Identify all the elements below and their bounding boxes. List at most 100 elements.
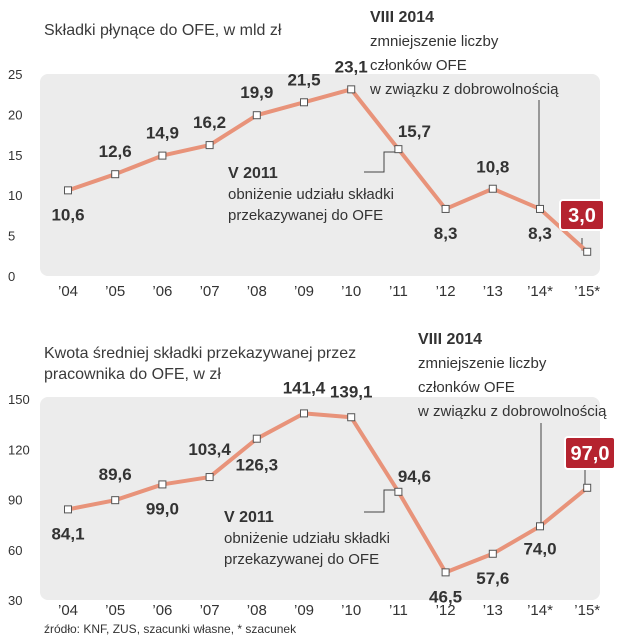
x-tick-label: ’07	[200, 602, 220, 619]
x-tick-label: ’11	[389, 602, 408, 619]
x-tick-label: ’05	[105, 283, 125, 300]
x-tick-label: ’13	[483, 283, 503, 300]
data-label: 15,7	[398, 122, 431, 141]
annotation-leader-line	[364, 151, 398, 173]
annotation-text: w związku z dobrowolnością	[369, 81, 559, 98]
x-tick-label: ’09	[294, 602, 314, 619]
y-tick-label: 25	[8, 67, 22, 82]
data-point-marker	[441, 568, 450, 577]
data-point-marker	[583, 247, 592, 256]
annotation-text: obniżenie udziału składki	[228, 186, 394, 203]
data-point-marker	[158, 480, 167, 489]
data-label: 99,0	[146, 499, 179, 518]
annotation-title: VIII 2014	[370, 9, 434, 26]
annotation-text: obniżenie udziału składki	[224, 530, 390, 547]
x-tick-label: ’06	[152, 283, 172, 300]
data-label: 141,4	[283, 378, 326, 397]
y-tick-label: 15	[8, 148, 22, 163]
data-label: 57,6	[476, 569, 509, 588]
x-tick-label: ’04	[58, 283, 78, 300]
data-label: 10,6	[51, 205, 84, 224]
data-point-marker	[252, 111, 261, 120]
data-label: 12,6	[99, 142, 132, 161]
data-label: 16,2	[193, 113, 226, 132]
chart-2-title: Kwota średniej składki przekazywanej prz…	[44, 345, 357, 383]
data-point-marker	[111, 496, 120, 505]
highlight-data-label: 3,0	[568, 205, 596, 227]
x-tick-label: ’10	[341, 602, 361, 619]
data-point-marker	[488, 184, 497, 193]
chart-1: 0 5 10 15 20 25 ’04 ’05 ’06 ’07 ’08 ’09 ’10 ’11 ’12 ’13…	[8, 9, 605, 300]
y-tick-label: 120	[8, 442, 30, 457]
data-label: 74,0	[523, 539, 556, 558]
x-tick-label: ’13	[483, 602, 503, 619]
data-point-marker	[252, 434, 261, 443]
y-tick-label: 30	[8, 593, 22, 608]
x-tick-label: ’04	[58, 602, 78, 619]
highlight-label-box	[559, 199, 605, 231]
annotation-title: V 2011	[228, 165, 278, 182]
annotation-leader-line	[364, 489, 398, 513]
data-point-marker	[158, 151, 167, 160]
x-tick-label: ’05	[105, 602, 125, 619]
data-point-marker	[394, 487, 403, 496]
y-tick-label: 60	[8, 543, 22, 558]
annotation-text: przekazywanej do OFE	[224, 551, 379, 568]
data-label: 84,1	[51, 524, 84, 543]
data-point-marker	[536, 204, 544, 213]
y-tick-label: 90	[8, 493, 22, 508]
x-tick-label: ’14*	[527, 283, 553, 300]
y-tick-label: 0	[8, 269, 15, 284]
x-tick-label: ’11	[389, 283, 408, 300]
data-label: 8,3	[434, 224, 458, 243]
data-point-marker	[536, 522, 544, 531]
x-tick-label: ’07	[200, 283, 220, 300]
data-label: 19,9	[240, 83, 273, 102]
series-line	[66, 411, 590, 575]
data-point-marker	[394, 145, 403, 154]
y-tick-label: 5	[8, 229, 15, 244]
data-label: 21,5	[287, 70, 320, 89]
annotation-text: zmniejszenie liczby	[370, 33, 499, 50]
data-label: 46,5	[429, 587, 462, 606]
y-tick-label: 10	[8, 188, 22, 203]
data-label: 14,9	[146, 124, 179, 143]
data-label: 8,3	[528, 224, 552, 243]
data-label: 126,3	[236, 456, 279, 475]
highlight-label-box	[564, 436, 616, 470]
annotation-text: zmniejszenie liczby	[418, 355, 547, 372]
plot-panel	[40, 74, 600, 276]
source-note: źródło: KNF, ZUS, szacunki własne, * sza…	[44, 622, 297, 636]
data-point-marker	[583, 483, 592, 492]
data-point-marker	[488, 549, 497, 558]
data-label: 89,6	[99, 465, 132, 484]
data-label: 94,6	[398, 467, 431, 486]
data-point-marker	[300, 98, 308, 107]
data-label: 10,8	[476, 158, 509, 177]
data-point-marker	[111, 170, 120, 179]
data-point-marker	[205, 473, 214, 482]
data-point-marker	[64, 186, 72, 195]
data-point-marker	[64, 505, 72, 514]
data-point-marker	[347, 413, 356, 422]
data-point-marker	[441, 204, 450, 213]
annotation-title: V 2011	[224, 509, 274, 526]
data-point-marker	[205, 141, 214, 150]
data-point-marker	[300, 409, 308, 418]
data-label: 23,1	[335, 57, 368, 76]
x-tick-label: ’09	[294, 283, 314, 300]
x-tick-label: ’08	[247, 283, 267, 300]
annotation-title: VIII 2014	[418, 331, 482, 348]
x-tick-label: ’15*	[574, 602, 600, 619]
plot-panel	[40, 397, 600, 600]
annotation-text: przekazywanej do OFE	[228, 207, 383, 224]
chart-1-title: Składki płynące do OFE, w mld zł	[44, 22, 282, 39]
annotation-text: w związku z dobrowolnością	[417, 403, 607, 420]
x-tick-label: ’10	[341, 283, 361, 300]
x-tick-label: ’15*	[574, 283, 600, 300]
data-point-marker	[347, 85, 356, 94]
x-tick-label: ’12	[436, 283, 456, 300]
data-label: 103,4	[188, 440, 231, 459]
y-tick-label: 20	[8, 107, 22, 122]
